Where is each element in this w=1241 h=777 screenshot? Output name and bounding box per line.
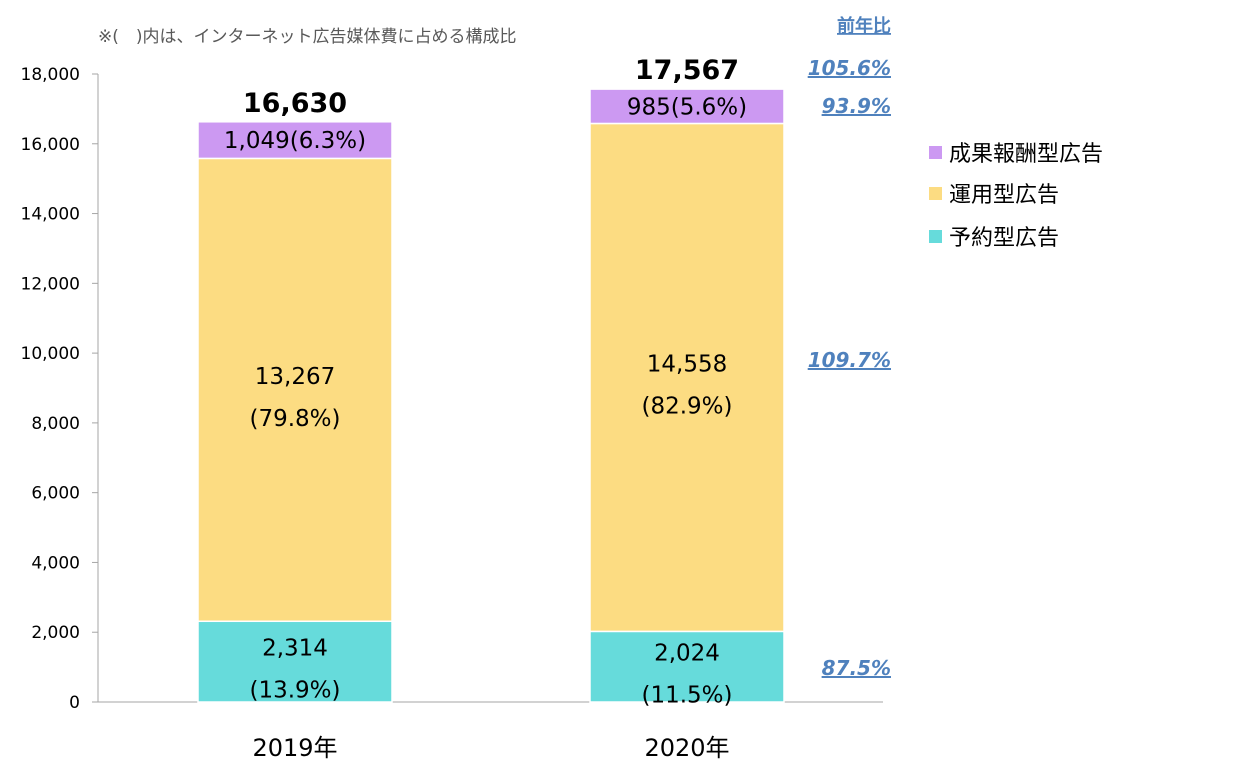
y-tick-label: 2,000 — [31, 623, 80, 643]
bar-segment — [197, 121, 393, 160]
legend-swatch — [929, 146, 942, 159]
y-tick-label: 14,000 — [21, 205, 80, 225]
bar-segment — [197, 620, 393, 703]
y-ticks: 0 2,000 4,000 6,000 8,000 10,000 12,000 14,000 1… — [21, 65, 98, 713]
legend-swatch — [929, 187, 942, 200]
segment-value-label: 1,049(6.3%) — [224, 128, 366, 154]
y-tick-label: 6,000 — [31, 484, 80, 504]
y-tick-label: 4,000 — [31, 553, 80, 573]
segment-share-label: (82.9%) — [641, 393, 732, 419]
segment-value-label: 2,024 — [654, 641, 720, 667]
bar-total-label: 16,630 — [243, 88, 347, 119]
legend-label: 運用型広告 — [949, 183, 1059, 208]
bar-total-label: 17,567 — [635, 55, 739, 86]
y-tick-label: 8,000 — [31, 414, 80, 434]
labels: 2019年 2020年 2,314 (13.9%) 13,267 (79.8%) 1,049… — [224, 55, 747, 762]
segment-value-label: 14,558 — [647, 351, 727, 377]
legend-swatch — [929, 230, 942, 243]
yoy-label: 109.7% — [808, 348, 891, 372]
x-category-label: 2019年 — [252, 734, 337, 762]
y-tick-label: 16,000 — [21, 135, 80, 155]
segment-value-label: 13,267 — [255, 364, 335, 390]
x-category-label: 2020年 — [644, 734, 729, 762]
yoy-header: 前年比 — [837, 15, 891, 37]
bar-segment — [589, 122, 785, 633]
bars — [197, 88, 785, 703]
segment-share-label: (79.8%) — [249, 406, 340, 432]
segment-share-label: (11.5%) — [641, 683, 732, 709]
note-text: ※( )内は、インターネット広告媒体費に占める構成比 — [98, 27, 517, 47]
segment-value-label: 2,314 — [262, 636, 328, 662]
yoy-label: 93.9% — [822, 94, 891, 118]
y-tick-label: 0 — [69, 693, 80, 713]
yoy-label: 87.5% — [822, 656, 891, 680]
legend-label: 予約型広告 — [949, 226, 1059, 251]
segment-value-label: 985(5.6%) — [627, 94, 747, 120]
y-tick-label: 18,000 — [21, 65, 80, 85]
bar-segment — [589, 88, 785, 125]
bar-segment — [197, 157, 393, 623]
y-tick-label: 10,000 — [21, 344, 80, 364]
yoy-total-label: 105.6% — [808, 56, 891, 80]
segment-share-label: (13.9%) — [249, 678, 340, 704]
y-tick-label: 12,000 — [21, 274, 80, 294]
legend-label: 成果報酬型広告 — [949, 142, 1103, 167]
yoy-labels: 87.5% 109.7% 93.9% 105.6% — [808, 56, 891, 680]
